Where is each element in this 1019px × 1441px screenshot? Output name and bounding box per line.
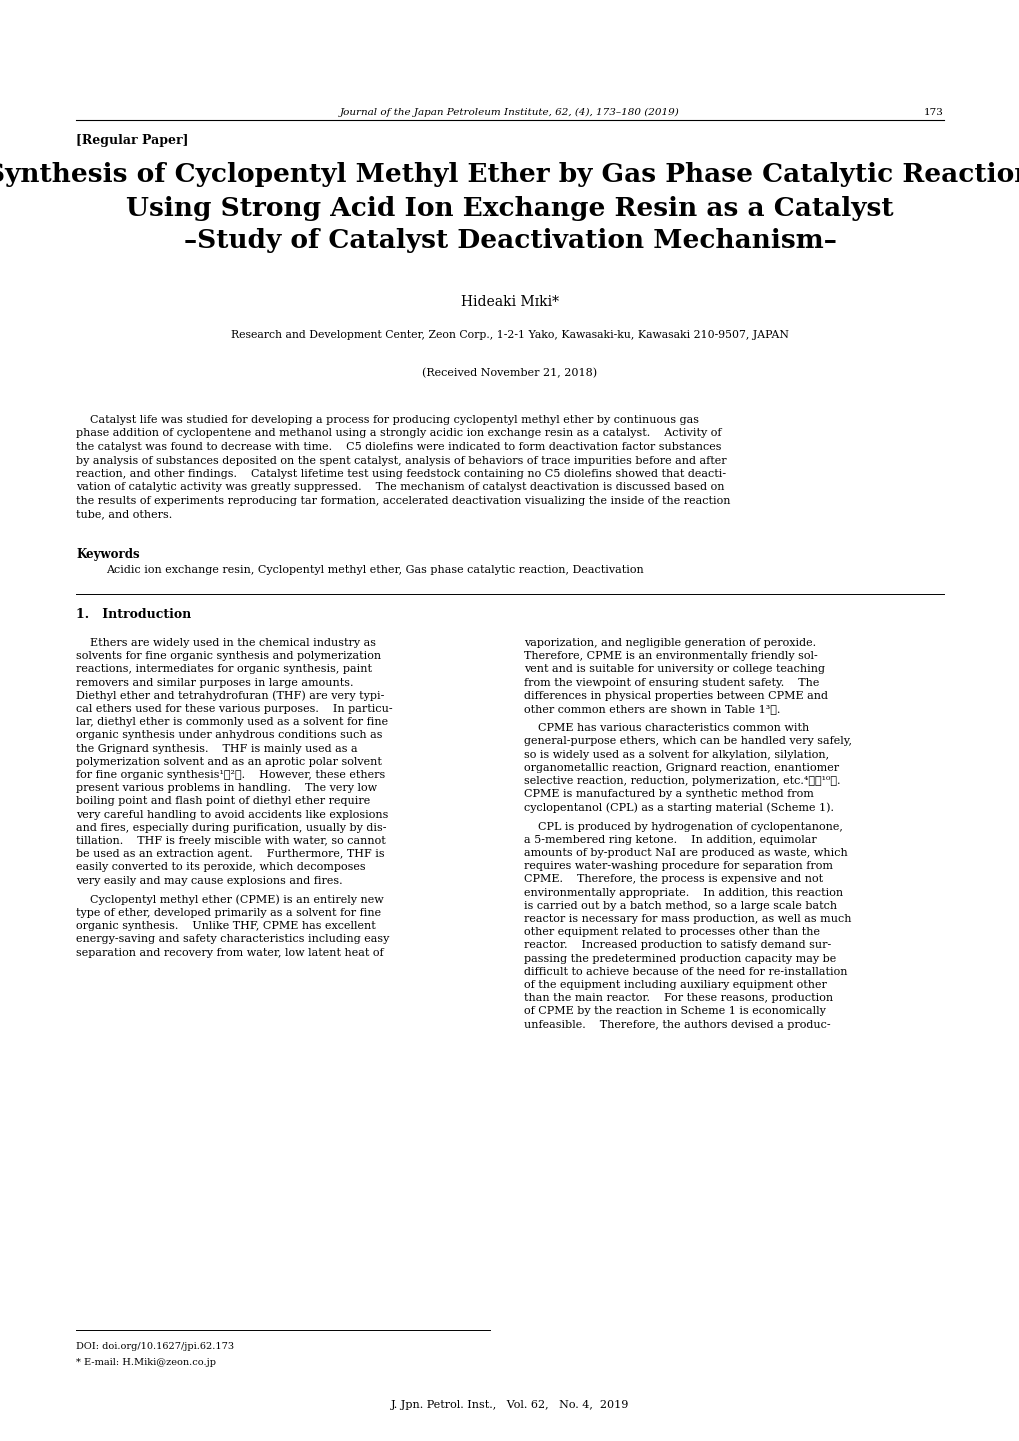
Text: environmentally appropriate.    In addition, this reaction: environmentally appropriate. In addition… xyxy=(524,888,843,898)
Text: CPME.    Therefore, the process is expensive and not: CPME. Therefore, the process is expensiv… xyxy=(524,875,822,885)
Text: amounts of by-product NaI are produced as waste, which: amounts of by-product NaI are produced a… xyxy=(524,847,847,857)
Text: difficult to achieve because of the need for re-installation: difficult to achieve because of the need… xyxy=(524,967,847,977)
Text: is carried out by a batch method, so a large scale batch: is carried out by a batch method, so a l… xyxy=(524,901,837,911)
Text: removers and similar purposes in large amounts.: removers and similar purposes in large a… xyxy=(76,677,354,687)
Text: than the main reactor.    For these reasons, production: than the main reactor. For these reasons… xyxy=(524,993,833,1003)
Text: Ethers are widely used in the chemical industry as: Ethers are widely used in the chemical i… xyxy=(76,638,376,648)
Text: Acidic ion exchange resin, Cyclopentyl methyl ether, Gas phase catalytic reactio: Acidic ion exchange resin, Cyclopentyl m… xyxy=(106,565,643,575)
Text: very careful handling to avoid accidents like explosions: very careful handling to avoid accidents… xyxy=(76,810,388,820)
Text: polymerization solvent and as an aprotic polar solvent: polymerization solvent and as an aprotic… xyxy=(76,757,381,767)
Text: phase addition of cyclopentene and methanol using a strongly acidic ion exchange: phase addition of cyclopentene and metha… xyxy=(76,428,720,438)
Text: Hideaki Mɪki*: Hideaki Mɪki* xyxy=(461,295,558,308)
Text: Synthesis of Cyclopentyl Methyl Ether by Gas Phase Catalytic Reaction: Synthesis of Cyclopentyl Methyl Ether by… xyxy=(0,161,1019,187)
Text: Cyclopentyl methyl ether (CPME) is an entirely new: Cyclopentyl methyl ether (CPME) is an en… xyxy=(76,895,383,905)
Text: selective reaction, reduction, polymerization, etc.⁴）－¹⁰）.: selective reaction, reduction, polymeriz… xyxy=(524,777,840,785)
Text: from the viewpoint of ensuring student safety.    The: from the viewpoint of ensuring student s… xyxy=(524,677,818,687)
Text: * E-mail: H.Miki@zeon.co.jp: * E-mail: H.Miki@zeon.co.jp xyxy=(76,1357,216,1368)
Text: present various problems in handling.    The very low: present various problems in handling. Th… xyxy=(76,784,377,793)
Text: 1.   Introduction: 1. Introduction xyxy=(76,608,192,621)
Text: CPL is produced by hydrogenation of cyclopentanone,: CPL is produced by hydrogenation of cycl… xyxy=(524,821,842,831)
Text: CPME is manufactured by a synthetic method from: CPME is manufactured by a synthetic meth… xyxy=(524,790,813,800)
Text: by analysis of substances deposited on the spent catalyst, analysis of behaviors: by analysis of substances deposited on t… xyxy=(76,455,726,465)
Text: a 5-membered ring ketone.    In addition, equimolar: a 5-membered ring ketone. In addition, e… xyxy=(524,834,816,844)
Text: solvents for fine organic synthesis and polymerization: solvents for fine organic synthesis and … xyxy=(76,651,381,661)
Text: other equipment related to processes other than the: other equipment related to processes oth… xyxy=(524,927,819,937)
Text: J. Jpn. Petrol. Inst.,   Vol. 62,   No. 4,  2019: J. Jpn. Petrol. Inst., Vol. 62, No. 4, 2… xyxy=(390,1401,629,1409)
Text: so is widely used as a solvent for alkylation, silylation,: so is widely used as a solvent for alkyl… xyxy=(524,749,828,759)
Text: tillation.    THF is freely miscible with water, so cannot: tillation. THF is freely miscible with w… xyxy=(76,836,385,846)
Text: Using Strong Acid Ion Exchange Resin as a Catalyst: Using Strong Acid Ion Exchange Resin as … xyxy=(126,196,893,220)
Text: general-purpose ethers, which can be handled very safely,: general-purpose ethers, which can be han… xyxy=(524,736,851,746)
Text: easily converted to its peroxide, which decomposes: easily converted to its peroxide, which … xyxy=(76,862,365,872)
Text: DOI: doi.org/10.1627/jpi.62.173: DOI: doi.org/10.1627/jpi.62.173 xyxy=(76,1342,234,1352)
Text: Journal of the Japan Petroleum Institute, 62, (4), 173–180 (2019): Journal of the Japan Petroleum Institute… xyxy=(339,108,680,117)
Text: reaction, and other findings.    Catalyst lifetime test using feedstock containi: reaction, and other findings. Catalyst l… xyxy=(76,468,726,478)
Text: the results of experiments reproducing tar formation, accelerated deactivation v: the results of experiments reproducing t… xyxy=(76,496,730,506)
Text: be used as an extraction agent.    Furthermore, THF is: be used as an extraction agent. Furtherm… xyxy=(76,849,384,859)
Text: Diethyl ether and tetrahydrofuran (THF) are very typi-: Diethyl ether and tetrahydrofuran (THF) … xyxy=(76,690,384,702)
Text: differences in physical properties between CPME and: differences in physical properties betwe… xyxy=(524,690,827,700)
Text: lar, diethyl ether is commonly used as a solvent for fine: lar, diethyl ether is commonly used as a… xyxy=(76,718,388,728)
Text: unfeasible.    Therefore, the authors devised a produc-: unfeasible. Therefore, the authors devis… xyxy=(524,1020,829,1030)
Text: vent and is suitable for university or college teaching: vent and is suitable for university or c… xyxy=(524,664,824,674)
Text: vaporization, and negligible generation of peroxide.: vaporization, and negligible generation … xyxy=(524,638,815,648)
Text: Keywords: Keywords xyxy=(76,548,140,561)
Text: CPME has various characteristics common with: CPME has various characteristics common … xyxy=(524,723,808,733)
Text: other common ethers are shown in Table 1³）.: other common ethers are shown in Table 1… xyxy=(524,705,780,713)
Text: –Study of Catalyst Deactivation Mechanism–: –Study of Catalyst Deactivation Mechanis… xyxy=(183,228,836,254)
Text: Research and Development Center, Zeon Corp., 1-2-1 Yako, Kawasaki-ku, Kawasaki 2: Research and Development Center, Zeon Co… xyxy=(231,330,788,340)
Text: very easily and may cause explosions and fires.: very easily and may cause explosions and… xyxy=(76,876,342,886)
Text: requires water-washing procedure for separation from: requires water-washing procedure for sep… xyxy=(524,862,833,872)
Text: (Received November 21, 2018): (Received November 21, 2018) xyxy=(422,367,597,379)
Text: 173: 173 xyxy=(923,108,943,117)
Text: reactor.    Increased production to satisfy demand sur-: reactor. Increased production to satisfy… xyxy=(524,941,830,951)
Text: organometallic reaction, Grignard reaction, enantiomer: organometallic reaction, Grignard reacti… xyxy=(524,762,839,772)
Text: reactions, intermediates for organic synthesis, paint: reactions, intermediates for organic syn… xyxy=(76,664,372,674)
Text: the Grignard synthesis.    THF is mainly used as a: the Grignard synthesis. THF is mainly us… xyxy=(76,744,358,754)
Text: passing the predetermined production capacity may be: passing the predetermined production cap… xyxy=(524,954,836,964)
Text: type of ether, developed primarily as a solvent for fine: type of ether, developed primarily as a … xyxy=(76,908,381,918)
Text: the catalyst was found to decrease with time.    C5 diolefins were indicated to : the catalyst was found to decrease with … xyxy=(76,442,720,452)
Text: [Regular Paper]: [Regular Paper] xyxy=(76,134,189,147)
Text: Catalyst life was studied for developing a process for producing cyclopentyl met: Catalyst life was studied for developing… xyxy=(76,415,698,425)
Text: of the equipment including auxiliary equipment other: of the equipment including auxiliary equ… xyxy=(524,980,826,990)
Text: separation and recovery from water, low latent heat of: separation and recovery from water, low … xyxy=(76,948,383,958)
Text: vation of catalytic activity was greatly suppressed.    The mechanism of catalys: vation of catalytic activity was greatly… xyxy=(76,483,723,493)
Text: tube, and others.: tube, and others. xyxy=(76,510,172,520)
Text: of CPME by the reaction in Scheme 1 is economically: of CPME by the reaction in Scheme 1 is e… xyxy=(524,1006,825,1016)
Text: boiling point and flash point of diethyl ether require: boiling point and flash point of diethyl… xyxy=(76,797,370,807)
Text: Therefore, CPME is an environmentally friendly sol-: Therefore, CPME is an environmentally fr… xyxy=(524,651,817,661)
Text: organic synthesis.    Unlike THF, CPME has excellent: organic synthesis. Unlike THF, CPME has … xyxy=(76,921,375,931)
Text: reactor is necessary for mass production, as well as much: reactor is necessary for mass production… xyxy=(524,914,851,924)
Text: for fine organic synthesis¹，²）.    However, these ethers: for fine organic synthesis¹，²）. However,… xyxy=(76,769,385,780)
Text: organic synthesis under anhydrous conditions such as: organic synthesis under anhydrous condit… xyxy=(76,731,382,741)
Text: and fires, especially during purification, usually by dis-: and fires, especially during purificatio… xyxy=(76,823,386,833)
Text: cal ethers used for these various purposes.    In particu-: cal ethers used for these various purpos… xyxy=(76,705,392,713)
Text: cyclopentanol (CPL) as a starting material (Scheme 1).: cyclopentanol (CPL) as a starting materi… xyxy=(524,803,834,813)
Text: energy-saving and safety characteristics including easy: energy-saving and safety characteristics… xyxy=(76,934,389,944)
